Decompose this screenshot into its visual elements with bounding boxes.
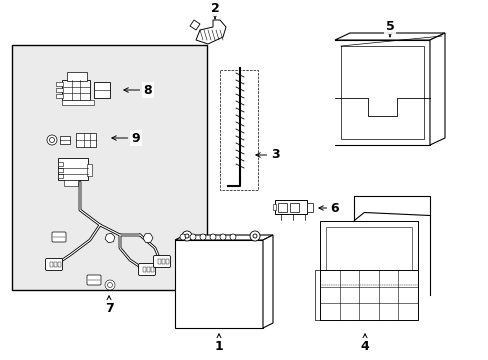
Text: 2: 2 bbox=[210, 1, 219, 19]
FancyBboxPatch shape bbox=[138, 264, 155, 275]
Circle shape bbox=[105, 280, 115, 290]
Text: 5: 5 bbox=[385, 19, 393, 37]
FancyBboxPatch shape bbox=[153, 256, 170, 267]
Bar bbox=[147, 267, 150, 272]
Circle shape bbox=[180, 234, 185, 240]
Circle shape bbox=[184, 234, 189, 238]
Polygon shape bbox=[429, 33, 444, 145]
Text: 1: 1 bbox=[214, 334, 223, 352]
Circle shape bbox=[47, 135, 57, 145]
Bar bbox=[175, 240, 263, 328]
Bar bbox=[94, 82, 110, 98]
Bar bbox=[58, 158, 88, 180]
Bar bbox=[142, 267, 146, 272]
Text: 4: 4 bbox=[360, 334, 368, 352]
Circle shape bbox=[49, 138, 54, 143]
Text: 3: 3 bbox=[255, 148, 279, 162]
Bar bbox=[58, 262, 61, 267]
FancyBboxPatch shape bbox=[87, 275, 101, 285]
Polygon shape bbox=[334, 33, 444, 40]
Bar bbox=[220, 70, 258, 190]
Polygon shape bbox=[263, 235, 272, 328]
Polygon shape bbox=[175, 235, 272, 240]
Bar bbox=[54, 262, 57, 267]
Circle shape bbox=[249, 231, 260, 241]
Bar bbox=[64, 180, 78, 186]
Bar bbox=[58, 174, 63, 178]
Bar bbox=[289, 203, 298, 212]
Text: 7: 7 bbox=[104, 296, 113, 315]
Bar bbox=[62, 80, 90, 100]
Bar bbox=[56, 94, 63, 98]
Bar bbox=[12, 45, 206, 290]
Circle shape bbox=[190, 234, 196, 240]
Circle shape bbox=[220, 234, 225, 240]
Bar bbox=[62, 100, 94, 105]
Bar bbox=[158, 259, 161, 264]
Bar bbox=[306, 203, 312, 212]
Polygon shape bbox=[190, 20, 200, 30]
FancyBboxPatch shape bbox=[45, 258, 62, 270]
Circle shape bbox=[200, 234, 205, 240]
FancyBboxPatch shape bbox=[52, 232, 66, 242]
Circle shape bbox=[182, 231, 192, 241]
Bar bbox=[278, 203, 286, 212]
Bar bbox=[76, 133, 96, 147]
Bar bbox=[87, 164, 92, 176]
Bar bbox=[272, 204, 275, 210]
Bar bbox=[67, 72, 87, 81]
Circle shape bbox=[209, 234, 216, 240]
Circle shape bbox=[107, 283, 112, 288]
Bar bbox=[56, 82, 63, 86]
Bar bbox=[165, 259, 169, 264]
Bar bbox=[60, 136, 70, 144]
Bar bbox=[162, 259, 164, 264]
Bar bbox=[319, 270, 417, 320]
Text: 6: 6 bbox=[318, 202, 339, 215]
Bar bbox=[50, 262, 53, 267]
Bar bbox=[151, 267, 154, 272]
Bar bbox=[56, 88, 63, 92]
Circle shape bbox=[252, 234, 257, 238]
Polygon shape bbox=[196, 20, 225, 44]
Circle shape bbox=[229, 234, 236, 240]
Bar bbox=[58, 162, 63, 166]
Bar bbox=[58, 168, 63, 172]
Text: 9: 9 bbox=[112, 131, 140, 144]
Text: 8: 8 bbox=[123, 84, 152, 96]
Bar bbox=[274, 200, 306, 214]
